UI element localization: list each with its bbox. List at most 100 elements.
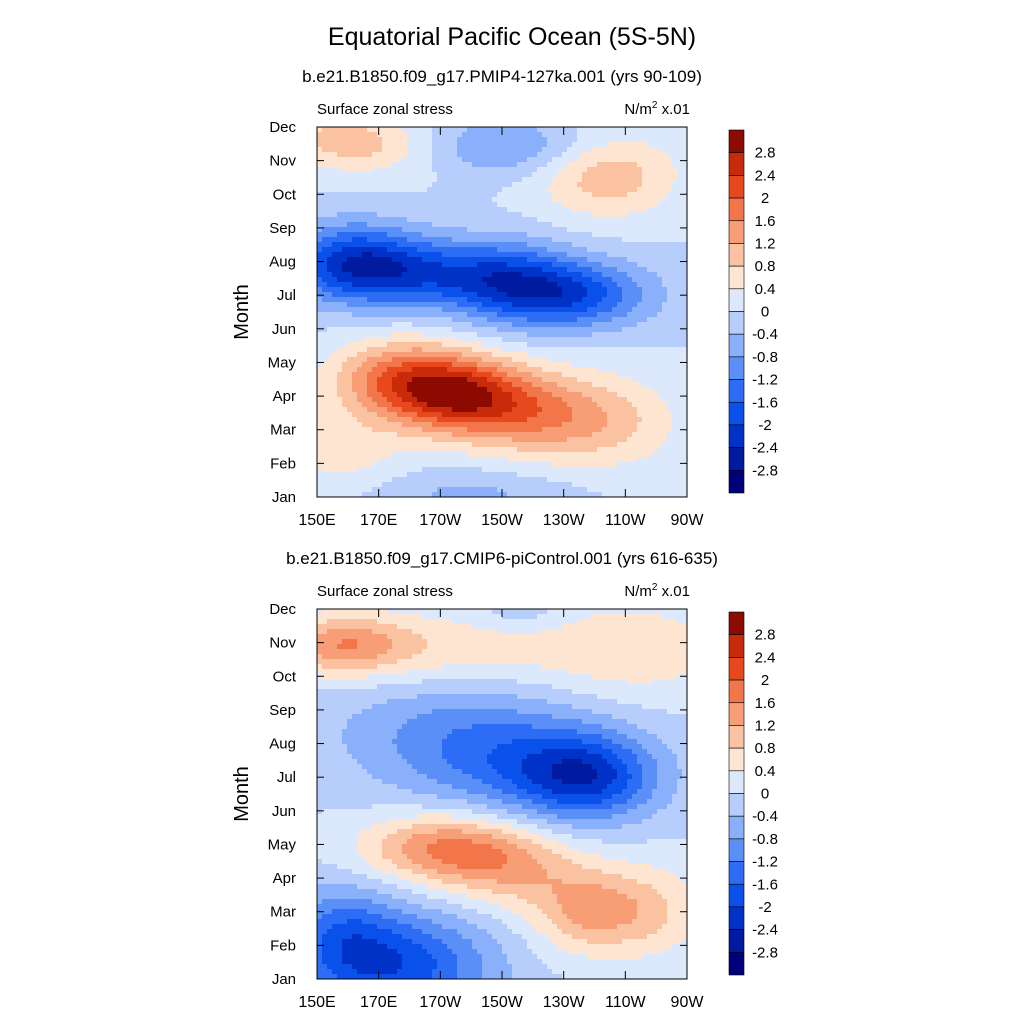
contour-cell: [452, 442, 458, 448]
contour-cell: [642, 432, 648, 438]
contour-cell: [532, 252, 538, 258]
contour-cell: [467, 377, 473, 383]
contour-cell: [667, 422, 673, 428]
contour-cell: [397, 197, 403, 203]
contour-cell: [667, 317, 673, 323]
contour-cell: [467, 397, 473, 403]
contour-cell: [657, 232, 663, 238]
contour-cell: [317, 207, 323, 213]
contour-cell: [322, 147, 328, 153]
contour-cell: [567, 422, 573, 428]
contour-cell: [537, 247, 543, 253]
contour-cell: [672, 352, 678, 358]
contour-cell: [467, 357, 473, 363]
contour-cell: [497, 337, 503, 343]
contour-cell: [472, 442, 478, 448]
contour-cell: [397, 222, 403, 228]
contour-cell: [572, 147, 578, 153]
contour-cell: [362, 332, 368, 338]
contour-cell: [487, 357, 493, 363]
contour-cell: [447, 187, 453, 193]
contour-cell: [592, 402, 598, 408]
contour-cell: [597, 297, 603, 303]
contour-cell: [662, 182, 668, 188]
contour-cell: [347, 187, 353, 193]
contour-cell: [317, 447, 323, 453]
contour-cell: [382, 432, 388, 438]
contour-cell: [402, 297, 408, 303]
contour-cell: [572, 157, 578, 163]
contour-cell: [417, 342, 423, 348]
contour-cell: [342, 207, 348, 213]
contour-cell: [402, 347, 408, 353]
contour-cell: [657, 147, 663, 153]
contour-cell: [517, 132, 523, 138]
contour-cell: [572, 452, 578, 458]
contour-cell: [417, 332, 423, 338]
contour-cell: [562, 442, 568, 448]
contour-cell: [607, 202, 613, 208]
contour-cell: [602, 342, 608, 348]
contour-cell: [522, 422, 528, 428]
contour-cell: [642, 232, 648, 238]
contour-cell: [517, 192, 523, 198]
contour-cell: [517, 292, 523, 298]
contour-cell: [617, 332, 623, 338]
contour-cell: [682, 332, 688, 338]
contour-cell: [492, 192, 498, 198]
contour-cell: [507, 402, 513, 408]
contour-cell: [512, 212, 518, 218]
contour-cell: [562, 277, 568, 283]
contour-cell: [642, 152, 648, 158]
contour-cell: [572, 342, 578, 348]
contour-cell: [532, 407, 538, 413]
contour-cell: [577, 447, 583, 453]
contour-cell: [657, 152, 663, 158]
contour-cell: [497, 257, 503, 263]
contour-cell: [337, 387, 343, 393]
contour-cell: [677, 297, 683, 303]
contour-cell: [682, 172, 688, 178]
contour-cell: [457, 147, 463, 153]
contour-cell: [462, 427, 468, 433]
contour-cell: [402, 377, 408, 383]
contour-cell: [382, 277, 388, 283]
contour-cell: [592, 332, 598, 338]
contour-cell: [672, 362, 678, 368]
contour-cell: [512, 267, 518, 273]
contour-cell: [487, 157, 493, 163]
contour-cell: [602, 157, 608, 163]
contour-cell: [557, 372, 563, 378]
contour-cell: [422, 322, 428, 328]
contour-cell: [502, 332, 508, 338]
contour-cell: [567, 177, 573, 183]
contour-cell: [652, 212, 658, 218]
contour-cell: [617, 357, 623, 363]
contour-cell: [677, 307, 683, 313]
contour-cell: [317, 222, 323, 228]
contour-cell: [347, 277, 353, 283]
contour-cell: [337, 247, 343, 253]
contour-cell: [322, 207, 328, 213]
contour-cell: [452, 407, 458, 413]
contour-cell: [632, 407, 638, 413]
contour-cell: [652, 172, 658, 178]
contour-cell: [602, 317, 608, 323]
contour-cell: [487, 287, 493, 293]
contour-cell: [427, 197, 433, 203]
contour-cell: [497, 357, 503, 363]
contour-cell: [622, 422, 628, 428]
contour-cell: [387, 357, 393, 363]
contour-cell: [492, 352, 498, 358]
contour-cell: [362, 187, 368, 193]
contour-cell: [507, 197, 513, 203]
contour-cell: [592, 342, 598, 348]
contour-cell: [382, 417, 388, 423]
contour-cell: [427, 272, 433, 278]
contour-cell: [652, 137, 658, 143]
contour-cell: [557, 152, 563, 158]
contour-cell: [647, 207, 653, 213]
contour-cell: [487, 272, 493, 278]
contour-cell: [507, 307, 513, 313]
contour-cell: [412, 347, 418, 353]
